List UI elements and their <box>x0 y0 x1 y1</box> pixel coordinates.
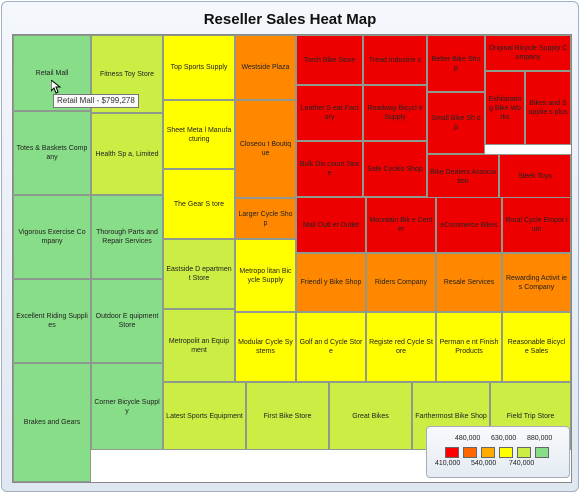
treemap-tile[interactable]: Perman e nt Finish Products <box>436 312 502 382</box>
treemap-tile[interactable]: Riders Company <box>366 253 436 312</box>
treemap-tile[interactable]: Retail Mall <box>13 35 91 111</box>
treemap-tile[interactable]: Thorough Parts and Repair Services <box>91 195 163 279</box>
treemap-tile[interactable]: Totes & Baskets Company <box>13 111 91 195</box>
treemap-tile[interactable]: Eastside D epartment Store <box>163 239 235 309</box>
treemap-tile[interactable]: Modular Cycle Systems <box>235 312 296 382</box>
treemap-tile[interactable]: First Bike Store <box>246 382 329 450</box>
treemap-tile[interactable]: Corner Bicycle Supply <box>91 363 163 450</box>
treemap-tile[interactable]: Great Bikes <box>329 382 412 450</box>
treemap-tile[interactable]: Westside Plaza <box>235 35 296 100</box>
treemap-tile[interactable]: Larger Cycle Shop <box>235 198 296 239</box>
treemap-tile[interactable]: Health Sp a, Limited <box>91 113 163 195</box>
treemap-tile[interactable]: Sheet Meta l Manufacturing <box>163 100 235 169</box>
treemap-tile[interactable]: Mountain Bik e Center <box>366 197 436 253</box>
chart-title: Reseller Sales Heat Map <box>203 11 377 28</box>
treemap-tile[interactable]: Safe Cycles Shop <box>363 141 427 197</box>
legend-label: 540,000 <box>471 460 497 467</box>
treemap-tile[interactable]: Golf an d Cycle Store <box>296 312 366 382</box>
treemap-tile[interactable]: Better Bike Shop <box>427 35 485 92</box>
legend-label: 880,000 <box>527 435 553 442</box>
treemap-tile[interactable]: Small Bike Sh op <box>427 92 485 154</box>
legend-swatch <box>535 447 549 458</box>
treemap-tile[interactable]: Metropo litan Bicycle Supply <box>235 239 296 312</box>
treemap-tile[interactable]: Latest Sports Equipment <box>163 382 246 450</box>
treemap-tile[interactable]: The Gear S tore <box>163 169 235 239</box>
legend-label: 740,000 <box>509 460 535 467</box>
tile-tooltip: Retail Mall - $799,278 <box>53 94 139 108</box>
legend-swatch <box>499 447 513 458</box>
treemap-tile[interactable]: Bulk Dis count Store <box>296 141 363 197</box>
treemap-tile[interactable]: Bikes and Supplie s plus <box>525 71 571 145</box>
treemap-tile[interactable]: Original Bicycle Supply Company <box>485 35 571 71</box>
treemap-tile[interactable]: Metropolit an Equipment <box>163 309 235 382</box>
mouse-cursor-icon <box>51 80 61 94</box>
treemap-tile[interactable]: Friendl y Bike Shop <box>296 253 366 312</box>
treemap-tile[interactable]: Closeou t Boutique <box>235 100 296 198</box>
treemap-tile[interactable]: Outdoor E quipment Store <box>91 279 163 363</box>
legend-swatch <box>463 447 477 458</box>
color-legend: 480,000 630,000 880,000 410,000 540,000 740,0… <box>426 426 570 478</box>
treemap-tile[interactable]: eCommerce Bikes <box>436 197 502 253</box>
legend-label: 410,000 <box>435 460 461 467</box>
treemap-tile[interactable]: Rural Cycle Empor ium <box>502 197 571 253</box>
treemap-tile[interactable]: Bike Dealers Association <box>427 154 499 199</box>
treemap-tile[interactable]: Sleek Toys <box>499 154 571 199</box>
treemap-tile[interactable]: Top Sports Supply <box>163 35 235 100</box>
legend-swatch <box>445 447 459 458</box>
treemap-tile[interactable]: Registe red Cycle Store <box>366 312 436 382</box>
treemap-tile[interactable]: Roadway Bicycl e Supply <box>363 85 427 141</box>
treemap-tile[interactable]: Vigorous Exercise Company <box>13 195 91 279</box>
treemap-tile[interactable]: Mall Outl et Outlet <box>296 197 366 253</box>
legend-label: 630,000 <box>491 435 517 442</box>
treemap-tile[interactable]: Exhilarating Bike Works <box>485 71 525 145</box>
treemap-tile[interactable]: Leather S eat Factory <box>296 85 363 141</box>
treemap-tile[interactable]: Rewarding Activit ies Company <box>502 253 571 312</box>
treemap-tile[interactable]: Brakes and Gears <box>13 363 91 482</box>
treemap-tile[interactable]: Resale Services <box>436 253 502 312</box>
treemap-tile[interactable]: Reasonable Bicycl e Sales <box>502 312 571 382</box>
legend-label: 480,000 <box>455 435 481 442</box>
treemap-tile[interactable]: Excellent Riding Supplies <box>13 279 91 363</box>
legend-swatch <box>517 447 531 458</box>
treemap-tile[interactable]: Tread Industrie s <box>363 35 427 85</box>
treemap-tile[interactable]: Torch Bike Store <box>296 35 363 85</box>
legend-swatch <box>481 447 495 458</box>
